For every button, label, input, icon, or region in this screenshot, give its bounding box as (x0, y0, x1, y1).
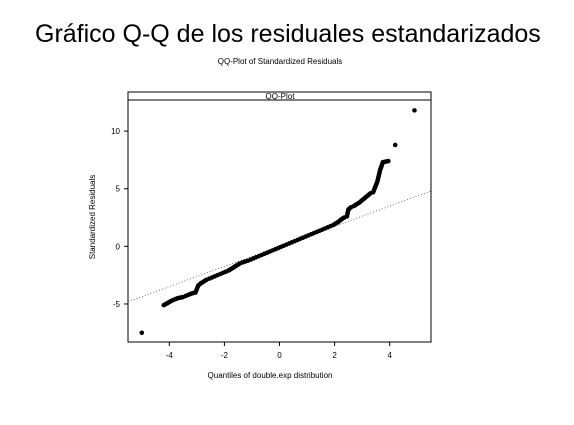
y-axis: -5 0 5 10 (111, 127, 128, 309)
x-tick-label: 4 (387, 351, 392, 360)
x-tick-label: 0 (277, 351, 282, 360)
plot-frame (127, 91, 432, 343)
data-point (386, 158, 391, 164)
data-point (392, 142, 398, 148)
x-axis-label: Quantiles of double.exp distribution (208, 371, 333, 380)
x-axis: -4 -2 0 2 4 (166, 342, 392, 360)
y-tick-label: 10 (111, 127, 120, 136)
y-tick-label: -5 (113, 300, 121, 309)
x-tick-label: -4 (166, 351, 174, 360)
chart-title: QQ-Plot of Standardized Residuals (218, 57, 343, 66)
strip-label: QQ-Plot (266, 92, 296, 101)
slide-title: Gráfico Q-Q de los residuales estandariz… (35, 20, 541, 48)
y-axis-label: Standardized Residuals (88, 175, 97, 260)
data-points (139, 108, 417, 336)
data-point (139, 330, 145, 336)
x-tick-label: -2 (221, 351, 229, 360)
x-tick-label: 2 (332, 351, 337, 360)
y-tick-label: 0 (116, 242, 121, 251)
y-tick-label: 5 (116, 185, 121, 194)
data-point (412, 108, 417, 113)
